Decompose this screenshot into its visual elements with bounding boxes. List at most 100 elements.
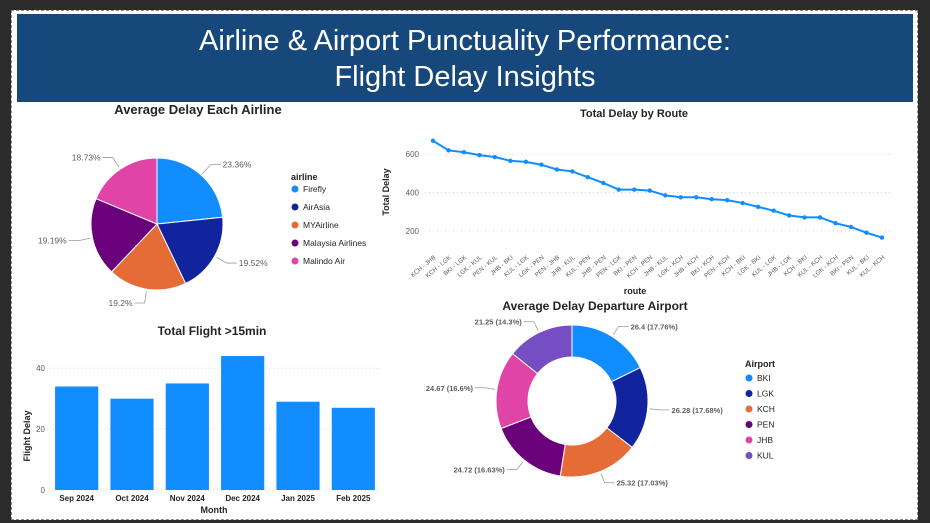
data-point[interactable] — [570, 169, 575, 174]
data-point[interactable] — [833, 220, 838, 226]
slice-leader-line — [216, 256, 237, 264]
y-axis-title: Flight Delay — [22, 410, 32, 461]
pie-slice[interactable] — [90, 198, 158, 273]
airline-pie-chart[interactable]: Average Delay Each Airline 23.36% 19.52% 1… — [11, 100, 391, 310]
data-point[interactable] — [632, 187, 637, 192]
data-point[interactable] — [508, 158, 513, 164]
pie-slice[interactable] — [156, 216, 224, 285]
pie-slice[interactable] — [156, 157, 224, 225]
data-point[interactable] — [678, 195, 683, 200]
slice-leader-line — [523, 321, 539, 331]
pie-slice[interactable] — [110, 223, 187, 291]
monthly-delay-bar-chart[interactable]: Total Flight >15min Flight Delay Month 0… — [11, 318, 391, 523]
legend-item[interactable]: Malindo Air — [303, 256, 345, 266]
bar[interactable] — [110, 398, 154, 490]
slice-label: 26.4 (17.76%) — [631, 322, 679, 331]
legend-item[interactable]: BKI — [757, 373, 771, 383]
chart-title: Average Delay Departure Airport — [502, 299, 687, 313]
slice-label: 24.67 (16.6%) — [426, 384, 474, 393]
slice-label: 19.2% — [108, 298, 133, 308]
data-point[interactable] — [817, 215, 823, 220]
x-axis-title: Month — [201, 505, 228, 515]
legend-item[interactable]: PEN — [757, 420, 774, 430]
slice-label: 26.28 (17.68%) — [672, 406, 724, 415]
slice-leader-line — [506, 461, 524, 470]
data-point[interactable] — [585, 174, 591, 180]
data-point[interactable] — [724, 197, 730, 203]
pie-slice[interactable] — [95, 157, 158, 225]
data-point[interactable] — [740, 200, 745, 206]
legend-marker — [291, 203, 299, 211]
donut-slice[interactable] — [500, 416, 566, 477]
legend-marker — [745, 436, 753, 444]
legend-marker — [745, 452, 753, 459]
legend-marker — [291, 221, 299, 229]
data-point[interactable] — [554, 167, 560, 172]
route-delay-line-chart[interactable]: Total Delay by Route Total Delay route 2… — [375, 100, 905, 300]
legend-marker — [745, 405, 753, 413]
legend-item[interactable]: AirAsia — [303, 202, 330, 212]
y-tick-label: 400 — [406, 189, 420, 198]
legend-marker — [745, 374, 753, 382]
dashboard-title-line-1: Airline & Airport Punctuality Performanc… — [199, 25, 731, 57]
data-point[interactable] — [601, 180, 606, 186]
data-point[interactable] — [848, 224, 854, 230]
data-point[interactable] — [430, 138, 436, 143]
dashboard-canvas: Airline & Airport Punctuality Performanc… — [11, 10, 918, 520]
slice-leader-line — [202, 164, 221, 174]
y-tick-label: 600 — [406, 150, 420, 159]
x-tick-label: Nov 2024 — [170, 494, 206, 503]
data-point[interactable] — [647, 188, 652, 193]
donut-slice[interactable] — [511, 324, 573, 375]
slice-leader-line — [134, 291, 147, 304]
dashboard-title-line-2: Flight Delay Insights — [334, 61, 596, 93]
bar[interactable] — [221, 356, 265, 490]
legend-title: Airport — [745, 359, 775, 369]
x-tick-label: Oct 2024 — [115, 494, 149, 503]
x-tick-label: Jan 2025 — [281, 494, 315, 503]
legend-item[interactable]: KUL — [757, 451, 774, 461]
bar[interactable] — [165, 383, 209, 490]
slice-leader-line — [649, 408, 670, 411]
data-point[interactable] — [709, 197, 714, 202]
bar[interactable] — [276, 401, 320, 490]
legend-marker — [745, 390, 753, 397]
legend-item[interactable]: LGK — [757, 389, 774, 399]
legend-item[interactable]: Malaysia Airlines — [303, 238, 366, 248]
legend-item[interactable]: JHB — [757, 435, 773, 445]
data-point[interactable] — [802, 215, 807, 220]
legend-item[interactable]: MYAirline — [303, 220, 339, 230]
chart-title: Average Delay Each Airline — [114, 102, 281, 117]
data-point[interactable] — [879, 235, 885, 240]
legend-marker — [291, 257, 299, 265]
data-point[interactable] — [663, 193, 668, 198]
data-point[interactable] — [771, 208, 776, 213]
data-point[interactable] — [461, 150, 467, 155]
bar[interactable] — [331, 407, 375, 490]
data-point[interactable] — [523, 159, 529, 165]
slice-leader-line — [612, 325, 629, 336]
data-point[interactable] — [477, 152, 482, 158]
slice-leader-line — [68, 237, 91, 241]
chart-title: Total Delay by Route — [580, 108, 688, 120]
data-point[interactable] — [864, 230, 869, 235]
data-point[interactable] — [446, 148, 451, 153]
legend-item[interactable]: Firefly — [303, 184, 327, 194]
chart-title: Total Flight >15min — [158, 324, 267, 338]
y-tick-label: 20 — [36, 425, 45, 434]
data-point[interactable] — [786, 213, 792, 218]
airport-donut-chart[interactable]: Average Delay Departure Airport 26.4 (17… — [401, 295, 905, 515]
data-point[interactable] — [492, 154, 498, 160]
data-point[interactable] — [539, 162, 544, 167]
data-point[interactable] — [694, 195, 699, 200]
y-tick-label: 200 — [406, 227, 420, 236]
slice-label: 18.73% — [72, 152, 101, 162]
slice-leader-line — [475, 387, 495, 390]
x-axis-title: route — [624, 286, 647, 296]
x-tick-label: Dec 2024 — [225, 494, 260, 503]
slice-leader-line — [600, 473, 615, 484]
data-point[interactable] — [755, 204, 761, 210]
bar[interactable] — [55, 386, 99, 490]
legend-item[interactable]: KCH — [757, 404, 775, 414]
data-point[interactable] — [616, 187, 621, 192]
